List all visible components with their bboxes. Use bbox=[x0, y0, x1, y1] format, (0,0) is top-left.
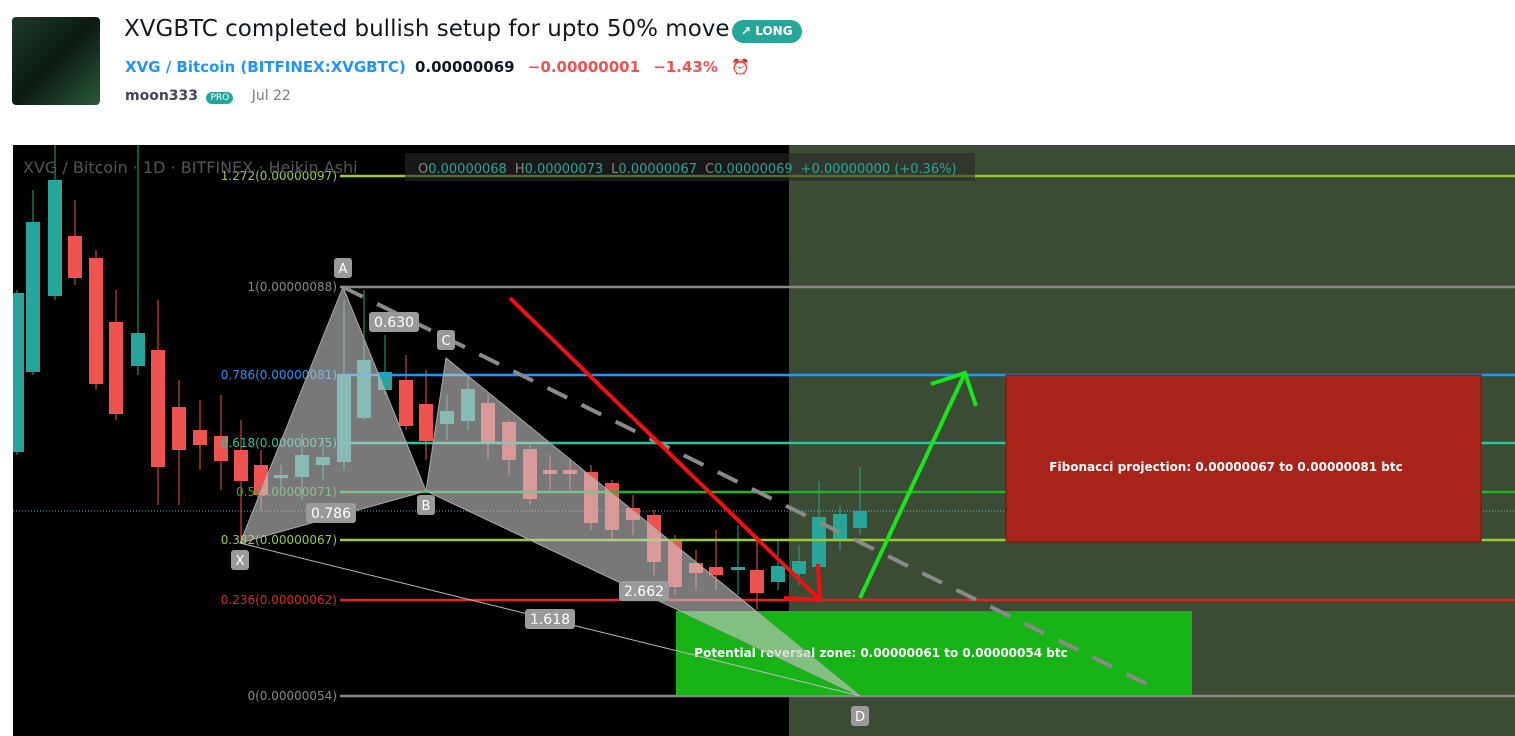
ratio-label: 2.662 bbox=[624, 584, 664, 600]
down-arrow-head bbox=[783, 563, 823, 603]
candle-body bbox=[13, 293, 24, 452]
candle-body bbox=[709, 567, 723, 575]
chart[interactable]: 1.272(0.00000097)1(0.00000088)0.786(0.00… bbox=[13, 145, 1515, 736]
candle-body bbox=[131, 333, 145, 366]
ratio-label: 0.786 bbox=[311, 506, 351, 522]
author[interactable]: moon333 bbox=[125, 88, 199, 104]
point-label: D bbox=[855, 710, 865, 725]
candle-body bbox=[234, 450, 248, 481]
projection-text: Fibonacci projection: 0.00000067 to 0.00… bbox=[1049, 460, 1402, 474]
ohlc-key: C bbox=[705, 162, 714, 177]
date: Jul 22 bbox=[251, 88, 291, 104]
ohlc-value: 0.00000069 bbox=[714, 162, 793, 177]
candle-body bbox=[731, 567, 745, 570]
candle-body bbox=[48, 180, 62, 296]
ohlc-bg bbox=[405, 153, 975, 181]
avatar[interactable] bbox=[12, 17, 100, 105]
alert-icon[interactable]: ⏰ bbox=[731, 58, 750, 76]
down-arrow bbox=[508, 296, 822, 602]
ratio-label: 0.630 bbox=[374, 315, 414, 331]
candle-body bbox=[771, 566, 785, 582]
candle-body bbox=[151, 350, 165, 467]
symbol[interactable]: XVG / Bitcoin bbox=[125, 58, 236, 76]
point-label: C bbox=[441, 334, 450, 349]
ratio-badge bbox=[306, 503, 356, 523]
candle-body bbox=[399, 380, 413, 426]
point-badge bbox=[334, 258, 352, 278]
ratio-badge bbox=[525, 609, 575, 629]
change-pct: −1.43% bbox=[653, 58, 718, 76]
up-arrow bbox=[858, 372, 967, 599]
author-line: moon333 PRO Jul 22 bbox=[125, 88, 291, 104]
point-badge bbox=[437, 330, 455, 350]
ohlc-values: O0.00000068 H0.00000073 L0.00000067 C0.0000… bbox=[418, 162, 957, 177]
fib-label: 0(0.00000054) bbox=[247, 689, 337, 703]
point-label: A bbox=[339, 262, 348, 277]
ohlc-value: 0.00000067 bbox=[618, 162, 697, 177]
candle-body bbox=[89, 258, 103, 384]
ohlc-key: O bbox=[418, 162, 428, 177]
point-label: B bbox=[422, 499, 431, 514]
idea-title[interactable]: XVGBTC completed bullish setup for upto … bbox=[124, 16, 730, 42]
candle-body bbox=[172, 407, 186, 450]
candle-body bbox=[193, 430, 207, 445]
fib-label: 0.382(0.00000067) bbox=[221, 533, 337, 547]
up-arrow-head bbox=[930, 370, 978, 407]
exchange[interactable]: (BITFINEX:XVGBTC) bbox=[240, 58, 406, 76]
candle-body bbox=[419, 404, 433, 441]
point-badge bbox=[231, 550, 249, 570]
chart-legend: XVG / Bitcoin · 1D · BITFINEX · Heikin A… bbox=[23, 158, 358, 177]
candle-body bbox=[750, 570, 764, 593]
long-badge: ↗ LONG bbox=[732, 20, 802, 43]
ratio-badge bbox=[369, 312, 419, 332]
ratio-badge bbox=[619, 581, 669, 601]
point-badge bbox=[851, 706, 869, 726]
candle-body bbox=[214, 436, 228, 461]
projection-box bbox=[1005, 374, 1482, 543]
ohlc-value: 0.00000073 bbox=[525, 162, 604, 177]
ohlc-change: +0.00000000 (+0.36%) bbox=[801, 162, 957, 177]
candle-body bbox=[812, 517, 826, 567]
candle-body bbox=[109, 322, 123, 414]
fib-label: 1(0.00000088) bbox=[247, 280, 337, 294]
reversal-text: Potential reversal zone: 0.00000061 to 0… bbox=[694, 646, 1067, 660]
change: −0.00000001 bbox=[527, 58, 641, 76]
candle-body bbox=[792, 561, 806, 574]
candle-body bbox=[26, 222, 40, 372]
ohlc-key: L bbox=[611, 162, 619, 177]
fib-label: 0.236(0.00000062) bbox=[221, 593, 337, 607]
pro-badge: PRO bbox=[206, 92, 234, 104]
symbol-line: XVG / Bitcoin (BITFINEX:XVGBTC) 0.000000… bbox=[125, 58, 750, 76]
point-label: X bbox=[236, 554, 245, 569]
ohlc-key: H bbox=[515, 162, 525, 177]
price: 0.00000069 bbox=[414, 58, 515, 76]
candle-body bbox=[68, 236, 82, 278]
candle-body bbox=[833, 514, 847, 541]
ohlc-value: 0.00000068 bbox=[428, 162, 507, 177]
fib-label: 1.272(0.00000097) bbox=[221, 169, 337, 183]
ratio-label: 1.618 bbox=[530, 612, 570, 628]
badge-text: LONG bbox=[755, 24, 793, 38]
candle-body bbox=[853, 511, 867, 528]
point-badge bbox=[417, 495, 435, 515]
